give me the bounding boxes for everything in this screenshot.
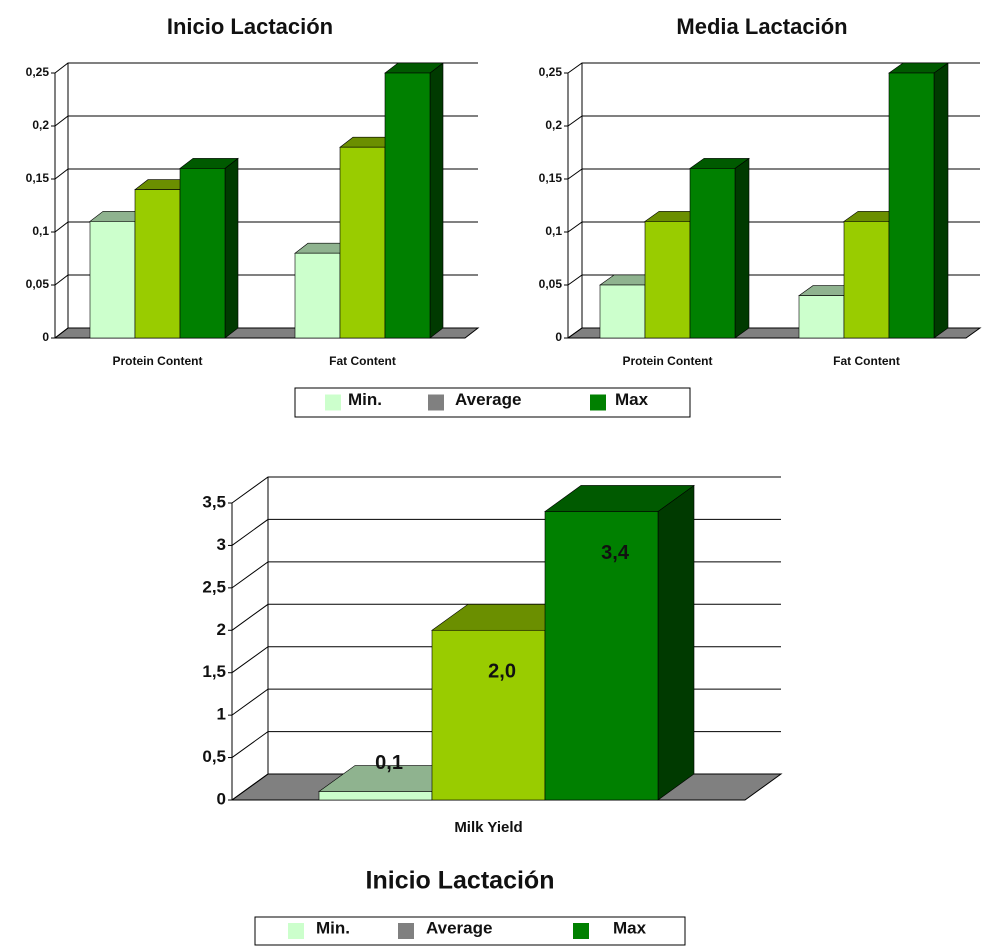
legend-swatch <box>590 394 606 411</box>
value-label: 0,1 <box>375 752 403 774</box>
legend-label: Average <box>455 390 521 409</box>
bar <box>689 168 736 339</box>
y-tick-label: 0 <box>555 330 562 344</box>
bar <box>888 72 935 339</box>
bar <box>339 146 386 339</box>
grid-line <box>231 518 781 546</box>
bar-side <box>429 62 444 339</box>
y-tick-label: 3,5 <box>202 492 226 511</box>
legend-label: Min. <box>316 918 350 937</box>
bar-side <box>933 62 949 339</box>
bar-side <box>657 484 695 801</box>
y-tick-label: 0,2 <box>545 118 562 132</box>
y-tick-label: 0,25 <box>26 65 50 79</box>
y-tick-label: 0 <box>42 330 49 344</box>
bar <box>384 72 431 339</box>
grid-line <box>231 561 781 589</box>
bar <box>843 221 890 339</box>
bar <box>294 252 341 339</box>
y-tick-label: 2,5 <box>202 577 226 596</box>
y-tick-label: 0,1 <box>32 224 49 238</box>
y-tick-label: 0,15 <box>26 171 50 185</box>
y-tick-label: 1 <box>217 705 226 724</box>
bar <box>179 168 226 339</box>
legend-swatch <box>398 923 414 939</box>
bar <box>134 189 181 339</box>
y-tick-label: 0,2 <box>32 118 49 132</box>
y-tick-label: 0,25 <box>539 65 563 79</box>
grid-line <box>231 476 781 504</box>
value-label: 2,0 <box>488 661 516 683</box>
y-tick-label: 0,5 <box>202 747 226 766</box>
bar <box>431 629 546 801</box>
legend-swatch <box>428 394 444 411</box>
chart-title: Inicio Lactación <box>167 14 333 39</box>
legend-label: Max <box>613 918 647 937</box>
bar <box>89 221 136 339</box>
value-label: 3,4 <box>601 542 630 564</box>
y-tick-label: 0,15 <box>539 171 563 185</box>
y-tick-label: 0,05 <box>26 277 50 291</box>
x-tick-label: Protein Content <box>113 354 203 368</box>
bar-side <box>224 157 239 339</box>
legend-label: Average <box>426 918 492 937</box>
x-tick-label: Milk Yield <box>454 819 522 836</box>
bar <box>798 295 845 339</box>
bar <box>318 791 433 801</box>
y-tick-label: 0 <box>217 789 226 808</box>
y-tick-label: 2 <box>217 620 226 639</box>
y-tick-label: 1,5 <box>202 662 226 681</box>
y-tick-label: 0,1 <box>545 224 562 238</box>
chart-title: Inicio Lactación <box>366 867 555 895</box>
x-tick-label: Fat Content <box>329 354 396 368</box>
legend-label: Min. <box>348 390 382 409</box>
x-tick-label: Protein Content <box>623 354 713 368</box>
chart-title: Media Lactación <box>676 14 847 39</box>
y-tick-label: 0,05 <box>539 277 563 291</box>
legend-swatch <box>325 394 341 411</box>
bar <box>644 221 691 339</box>
x-tick-label: Fat Content <box>833 354 900 368</box>
legend-swatch <box>573 923 589 939</box>
bar-side <box>734 157 750 339</box>
bar <box>544 511 659 801</box>
legend-swatch <box>288 923 304 939</box>
y-tick-label: 3 <box>217 535 226 554</box>
legend-box <box>294 387 691 418</box>
legend-box <box>254 916 686 946</box>
legend-label: Max <box>615 390 649 409</box>
bar <box>599 284 646 339</box>
